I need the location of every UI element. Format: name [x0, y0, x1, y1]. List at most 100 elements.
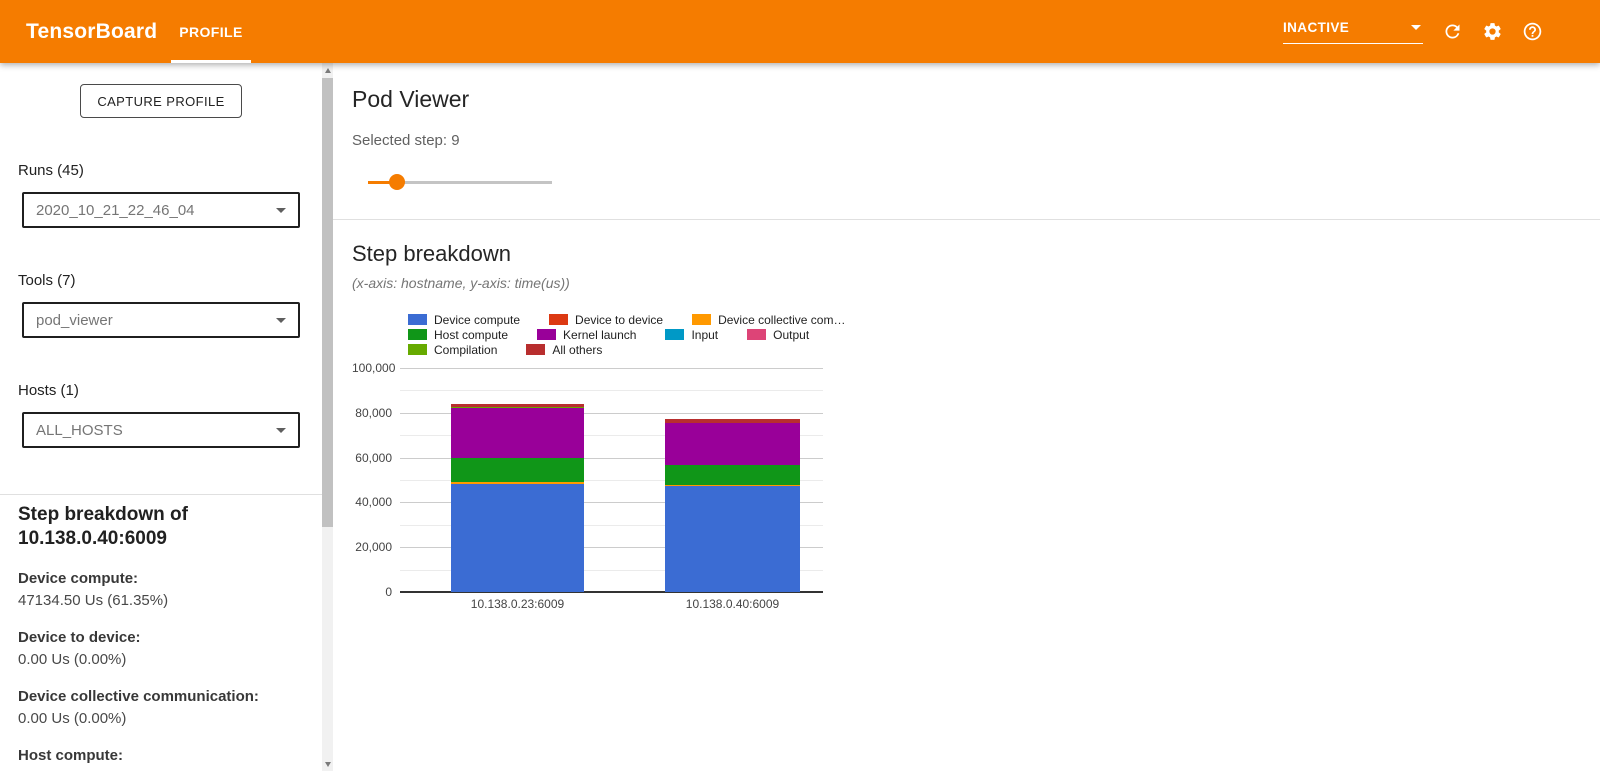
bar-segment[interactable]: [451, 403, 584, 407]
grid-line: [400, 457, 823, 459]
header-actions: INACTIVE: [1283, 0, 1543, 63]
grid-line: [400, 547, 823, 549]
grid-line: [400, 368, 823, 369]
sidebar: CAPTURE PROFILE Runs (45) 2020_10_21_22_…: [0, 63, 322, 771]
stats-title: Step breakdown of 10.138.0.40:6009: [18, 503, 304, 550]
stat-item-device-to-device: Device to device: 0.00 Us (0.00%): [18, 630, 304, 668]
stats-title-line2: 10.138.0.40:6009: [18, 527, 167, 549]
legend-row: Device compute Device to device Device col…: [408, 312, 1600, 327]
hosts-label: Hosts (1): [18, 382, 79, 399]
tab-profile[interactable]: PROFILE: [171, 0, 251, 63]
reload-icon[interactable]: [1442, 21, 1463, 42]
tools-label: Tools (7): [18, 272, 76, 289]
y-axis-label: 100,000: [352, 361, 396, 375]
tools-select[interactable]: pod_viewer: [22, 302, 300, 338]
stat-item-host-compute: Host compute:: [18, 748, 304, 764]
legend-item: Compilation: [408, 343, 497, 357]
legend-item: Host compute: [408, 328, 508, 342]
legend-label: Device collective com…: [718, 312, 846, 327]
legend-item: Device collective com…: [692, 313, 845, 327]
runs-label: Runs (45): [18, 162, 84, 179]
hosts-select[interactable]: ALL_HOSTS: [22, 412, 300, 448]
bar-segment[interactable]: [665, 465, 800, 486]
grid-line: [400, 390, 823, 392]
step-slider[interactable]: [368, 174, 552, 190]
legend-row: Compilation All others: [408, 342, 1600, 357]
app-title: TensorBoard: [26, 19, 158, 43]
stat-item-device-compute: Device compute: 47134.50 Us (61.35%): [18, 571, 304, 609]
legend-label: Input: [691, 327, 719, 342]
legend-swatch: [408, 329, 427, 340]
step-breakdown-chart: 0 20,000 40,000 60,000 80,000 100,000 10.138.0…: [352, 361, 872, 630]
x-axis-label: 10.138.0.40:6009: [685, 597, 780, 611]
stat-label: Device to device:: [18, 629, 141, 646]
section-divider: [333, 219, 1600, 220]
bar-segment[interactable]: [451, 483, 584, 592]
stat-label: Host compute:: [18, 747, 123, 764]
settings-gear-icon[interactable]: [1482, 21, 1503, 42]
y-axis-label: 0: [385, 585, 392, 599]
slider-thumb[interactable]: [389, 174, 405, 190]
scrollbar-thumb[interactable]: [322, 78, 333, 527]
legend-label: Device compute: [434, 312, 521, 327]
stat-label: Device collective communication:: [18, 688, 259, 705]
step-breakdown-stats: Step breakdown of 10.138.0.40:6009 Devic…: [0, 495, 322, 764]
scrollbar-down-arrow[interactable]: [322, 758, 333, 770]
bar-segment[interactable]: [665, 486, 800, 592]
legend-swatch: [692, 314, 712, 325]
legend-swatch: [747, 329, 767, 340]
stat-label: Device compute:: [18, 570, 139, 587]
legend-swatch: [665, 329, 685, 340]
y-axis-label: 80,000: [355, 405, 392, 420]
slider-track[interactable]: [368, 181, 552, 184]
legend-swatch: [526, 344, 546, 355]
legend-swatch: [549, 314, 569, 325]
y-axis-label: 20,000: [355, 540, 392, 555]
bar-segment[interactable]: [665, 485, 800, 487]
grid-line: [400, 412, 823, 414]
section-subtitle: (x-axis: hostname, y-axis: time(us)): [352, 275, 570, 291]
hosts-select-value: ALL_HOSTS: [36, 421, 123, 439]
slider-active-track: [368, 180, 398, 184]
legend-item: Device compute: [408, 313, 520, 327]
stats-title-line1: Step breakdown of: [18, 504, 188, 525]
stat-value: 47134.50 Us (61.35%): [18, 592, 169, 609]
tab-active-underline: [171, 60, 251, 63]
selected-step-label: Selected step: 9: [352, 132, 460, 149]
legend-label: Output: [773, 327, 810, 342]
bar-segment[interactable]: [451, 457, 584, 483]
capture-profile-button[interactable]: CAPTURE PROFILE: [80, 84, 242, 118]
grid-line: [400, 435, 823, 437]
legend-label: Compilation: [434, 342, 498, 357]
sidebar-scrollbar[interactable]: [322, 63, 333, 771]
legend-label: Host compute: [434, 327, 509, 342]
stat-value: 0.00 Us (0.00%): [18, 651, 127, 668]
status-select-value: INACTIVE: [1283, 19, 1350, 35]
bar-segment[interactable]: [665, 423, 800, 466]
legend-item: Input: [665, 328, 718, 342]
main-content: Pod Viewer Selected step: 9 Step breakdo…: [333, 63, 1600, 771]
bar-segment[interactable]: [451, 406, 584, 408]
help-icon[interactable]: [1522, 21, 1543, 42]
stat-value: 0.00 Us (0.00%): [18, 710, 127, 727]
legend-swatch: [537, 329, 557, 340]
bar-segment[interactable]: [451, 407, 584, 458]
grid-line: [400, 569, 823, 571]
runs-select-value: 2020_10_21_22_46_04: [36, 201, 195, 219]
triangle-up-icon: [324, 67, 331, 73]
bar-segment[interactable]: [665, 419, 800, 423]
bar-segment[interactable]: [665, 422, 800, 424]
runs-select[interactable]: 2020_10_21_22_46_04: [22, 192, 300, 228]
chevron-down-icon: [276, 207, 286, 213]
scrollbar-up-arrow[interactable]: [322, 64, 333, 76]
page-title: Pod Viewer: [352, 86, 470, 112]
legend-item: Device to device: [549, 313, 663, 327]
y-axis-label: 40,000: [355, 495, 392, 510]
chevron-down-icon: [1411, 24, 1421, 30]
triangle-down-icon: [324, 761, 331, 767]
tab-profile-label: PROFILE: [179, 23, 243, 40]
grid-line: [400, 524, 823, 526]
x-axis-label: 10.138.0.23:6009: [470, 597, 565, 611]
status-select[interactable]: INACTIVE: [1283, 20, 1423, 44]
bar-segment[interactable]: [451, 482, 584, 484]
